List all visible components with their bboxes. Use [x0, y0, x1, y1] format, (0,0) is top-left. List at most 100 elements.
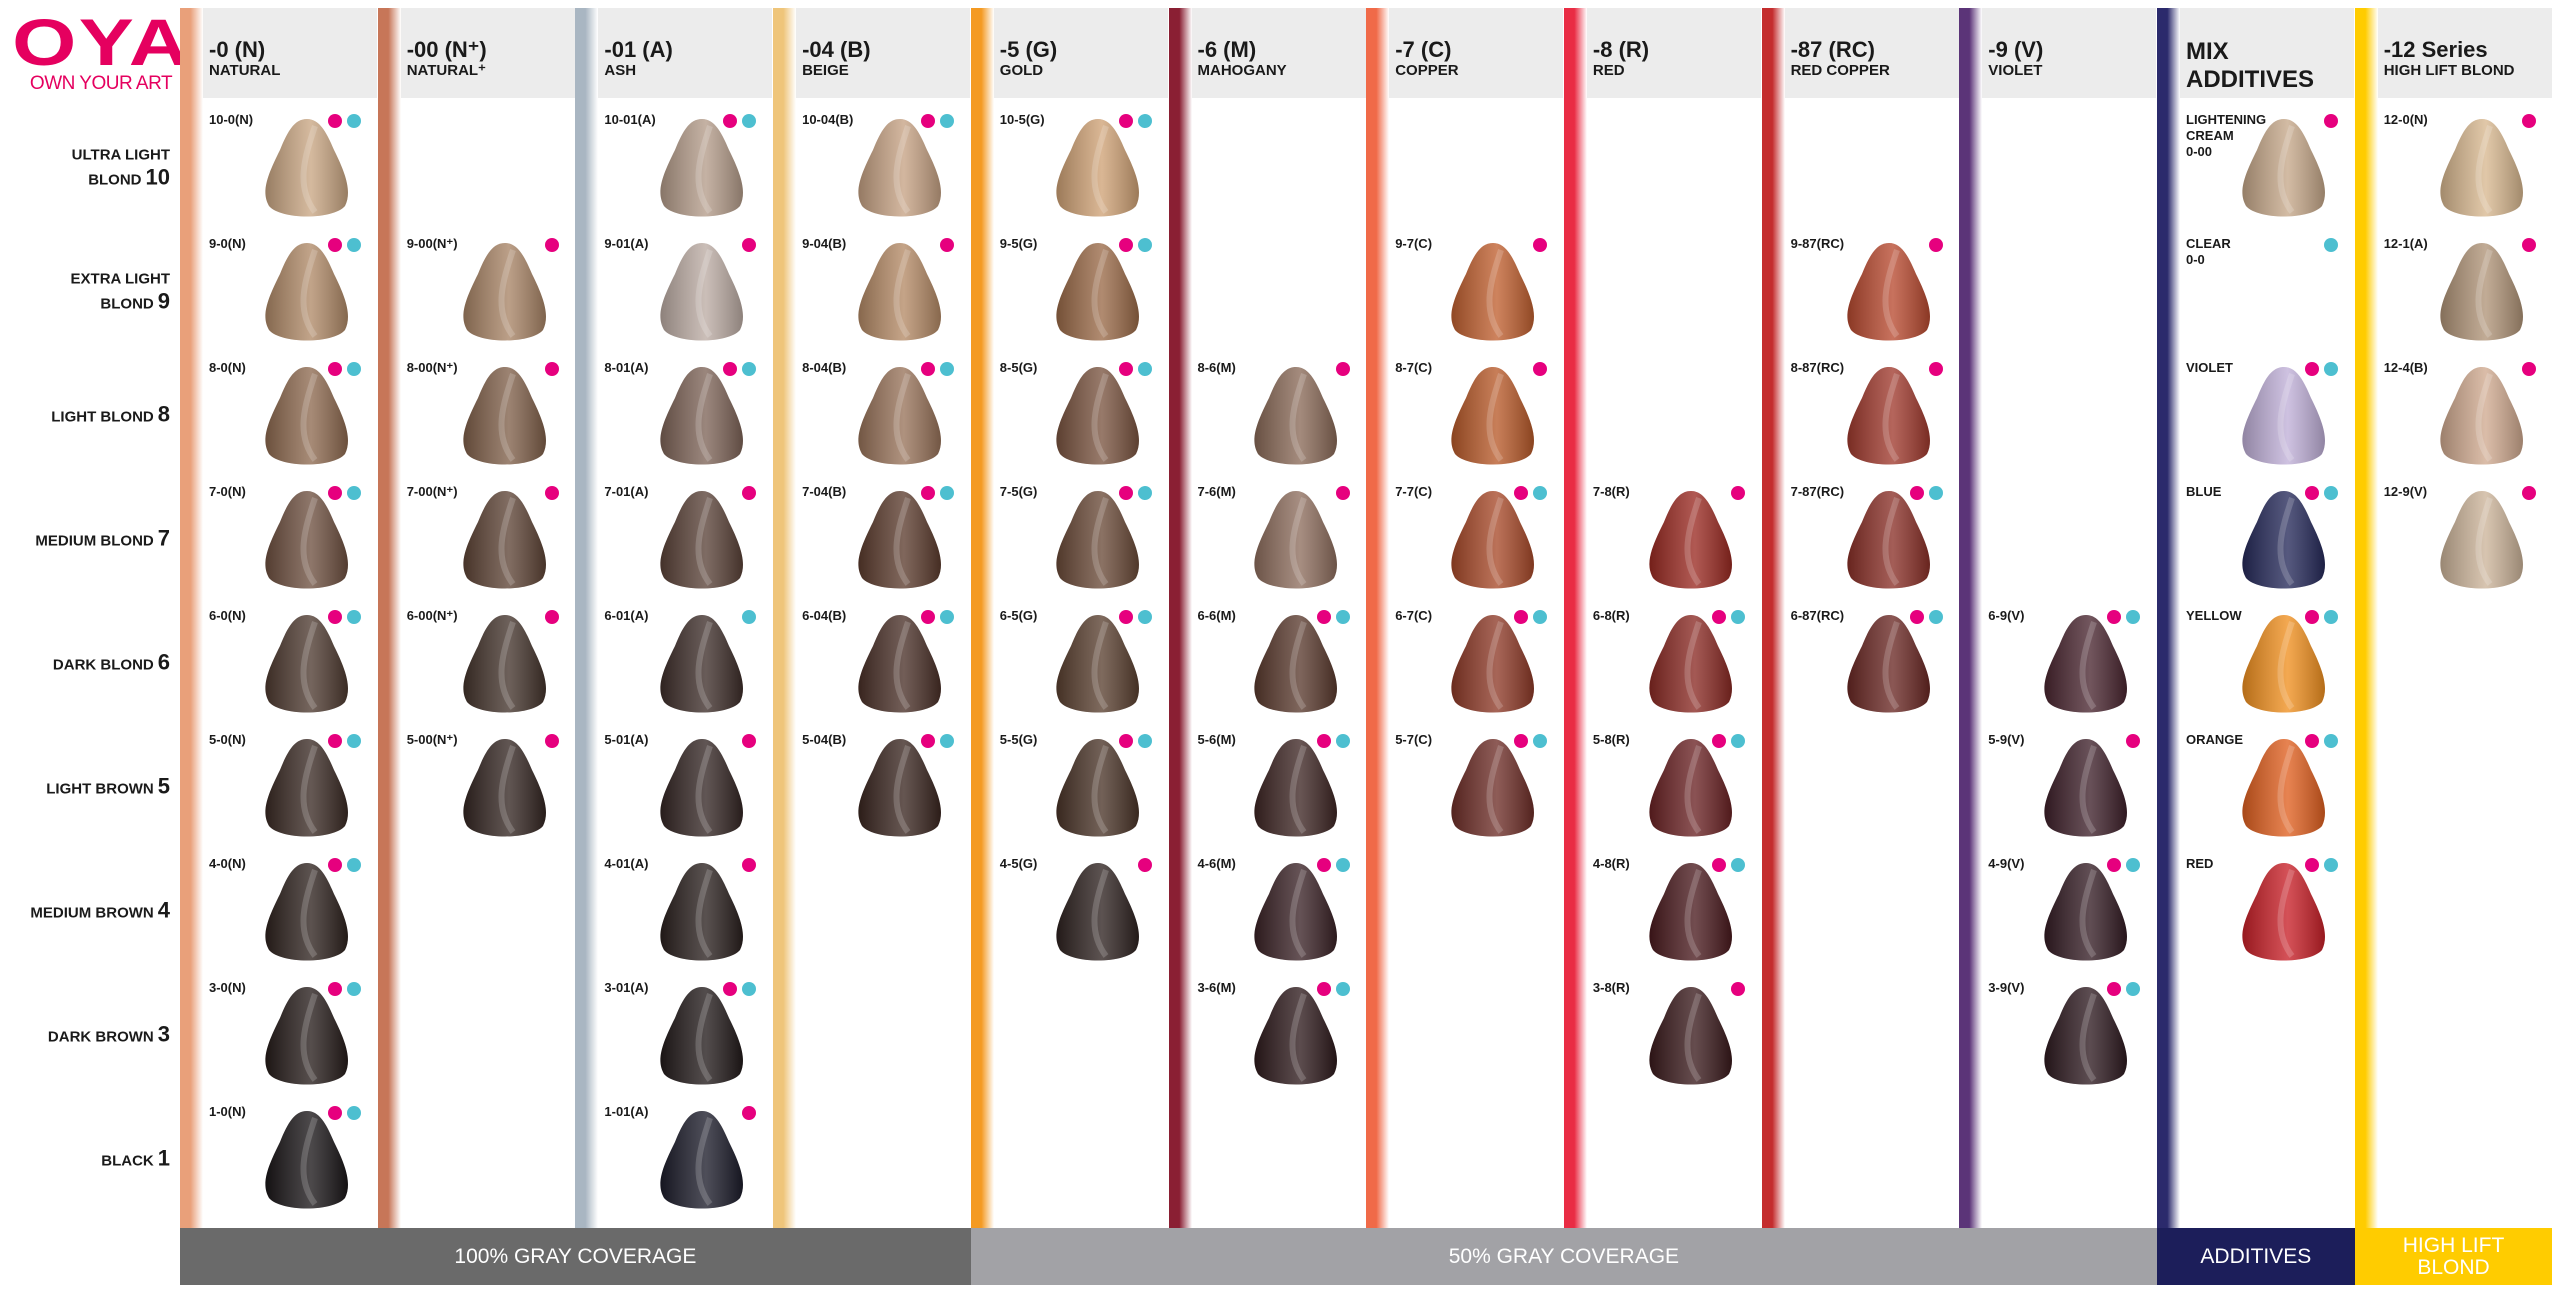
- magenta-dot-icon: [742, 858, 757, 872]
- cyan-dot-icon: [347, 114, 361, 128]
- shade-cell[interactable]: 7-6(M): [1192, 478, 1366, 602]
- shade-code: 3-6(M): [1197, 980, 1236, 995]
- shade-cell[interactable]: 9-87(RC): [1785, 230, 1959, 354]
- shade-code: 6-04(B): [802, 608, 847, 623]
- shade-cell[interactable]: LIGHTENING CREAM 0-00: [2180, 106, 2354, 230]
- shade-cell[interactable]: 6-6(M): [1192, 602, 1366, 726]
- shade-cell[interactable]: 9-5(G): [994, 230, 1168, 354]
- shade-cell[interactable]: 10-04(B): [796, 106, 970, 230]
- shade-cell[interactable]: 5-04(B): [796, 726, 970, 850]
- hair-swatch: [660, 987, 744, 1085]
- shade-cell[interactable]: 1-01(A): [598, 1098, 772, 1222]
- shade-cell[interactable]: 7-04(B): [796, 478, 970, 602]
- shade-cell[interactable]: 10-01(A): [598, 106, 772, 230]
- shade-cell[interactable]: 4-8(R): [1587, 850, 1761, 974]
- shade-cell[interactable]: 5-6(M): [1192, 726, 1366, 850]
- magenta-dot-icon: [1533, 362, 1548, 376]
- row-level-number: 5: [157, 773, 170, 799]
- shade-cell[interactable]: 3-01(A): [598, 974, 772, 1098]
- shade-cell[interactable]: 5-8(R): [1587, 726, 1761, 850]
- shade-code: 1-0(N): [209, 1104, 246, 1119]
- shade-cell[interactable]: 12-1(A): [2378, 230, 2552, 354]
- shade-cell[interactable]: 10-5(G): [994, 106, 1168, 230]
- shade-code: 7-01(A): [604, 484, 649, 499]
- shade-cell[interactable]: 6-9(V): [1982, 602, 2156, 726]
- shade-cell[interactable]: 8-6(M): [1192, 354, 1366, 478]
- shade-cell[interactable]: 5-7(C): [1389, 726, 1563, 850]
- shade-cell[interactable]: 5-5(G): [994, 726, 1168, 850]
- shade-cell[interactable]: 7-01(A): [598, 478, 772, 602]
- shade-cell[interactable]: 4-01(A): [598, 850, 772, 974]
- shade-cell[interactable]: 4-9(V): [1982, 850, 2156, 974]
- shade-cell[interactable]: YELLOW: [2180, 602, 2354, 726]
- shade-cell[interactable]: 3-0(N): [203, 974, 377, 1098]
- hair-swatch: [265, 987, 348, 1085]
- shade-cell[interactable]: 7-87(RC): [1785, 478, 1959, 602]
- shade-cell[interactable]: 6-0(N): [203, 602, 377, 726]
- shade-cell[interactable]: 9-00(N⁺): [401, 230, 575, 354]
- shade-cell[interactable]: 9-7(C): [1389, 230, 1563, 354]
- shade-cell[interactable]: 8-00(N⁺): [401, 354, 575, 478]
- shade-cell[interactable]: 3-9(V): [1982, 974, 2156, 1098]
- shade-cell[interactable]: 7-8(R): [1587, 478, 1761, 602]
- shade-cell[interactable]: 7-7(C): [1389, 478, 1563, 602]
- column-header: -5 (G) GOLD: [993, 8, 1168, 98]
- shade-code: 7-0(N): [209, 484, 246, 499]
- shade-cell[interactable]: 9-04(B): [796, 230, 970, 354]
- shade-cell[interactable]: 5-0(N): [203, 726, 377, 850]
- shade-code: YELLOW: [2186, 608, 2242, 623]
- shade-cell[interactable]: 9-0(N): [203, 230, 377, 354]
- magenta-dot-icon: [1533, 238, 1548, 252]
- shade-code: 5-8(R): [1592, 732, 1630, 747]
- hair-swatch: [265, 739, 348, 837]
- shade-cell[interactable]: 8-04(B): [796, 354, 970, 478]
- shade-cell[interactable]: 10-0(N): [203, 106, 377, 230]
- shade-cell[interactable]: ORANGE: [2180, 726, 2354, 850]
- shade-cell[interactable]: 6-04(B): [796, 602, 970, 726]
- magenta-dot-icon: [328, 114, 342, 128]
- shade-cell[interactable]: 6-87(RC): [1785, 602, 1959, 726]
- shade-cell[interactable]: 6-7(C): [1389, 602, 1563, 726]
- shade-cell[interactable]: VIOLET: [2180, 354, 2354, 478]
- shade-cell[interactable]: 8-01(A): [598, 354, 772, 478]
- cyan-dot-icon: [940, 734, 955, 748]
- column-name: HIGH LIFT BLOND: [2383, 62, 2515, 79]
- row-level-number: 8: [157, 401, 170, 427]
- shade-cell[interactable]: 8-7(C): [1389, 354, 1563, 478]
- shade-cell[interactable]: 7-0(N): [203, 478, 377, 602]
- shade-cell[interactable]: 12-4(B): [2378, 354, 2552, 478]
- shade-cell[interactable]: 4-0(N): [203, 850, 377, 974]
- shade-cell[interactable]: 5-00(N⁺): [401, 726, 575, 850]
- shade-cell[interactable]: 7-5(G): [994, 478, 1168, 602]
- hair-swatch: [2044, 863, 2128, 961]
- shade-cell[interactable]: 3-8(R): [1587, 974, 1761, 1098]
- shade-cell[interactable]: 6-00(N⁺): [401, 602, 575, 726]
- shade-cell[interactable]: 5-9(V): [1982, 726, 2156, 850]
- shade-cell[interactable]: 12-0(N): [2378, 106, 2552, 230]
- shade-cell[interactable]: 1-0(N): [203, 1098, 377, 1222]
- shade-cell[interactable]: 8-0(N): [203, 354, 377, 478]
- shade-cell[interactable]: 6-8(R): [1587, 602, 1761, 726]
- shade-cell[interactable]: 6-5(G): [994, 602, 1168, 726]
- shade-cell[interactable]: 4-6(M): [1192, 850, 1366, 974]
- row-label: EXTRA LIGHT BLOND 9: [0, 269, 170, 316]
- shade-cell[interactable]: 4-5(G): [994, 850, 1168, 974]
- shade-code: 8-04(B): [802, 360, 847, 375]
- shade-cell[interactable]: 6-01(A): [598, 602, 772, 726]
- shade-cell[interactable]: 8-5(G): [994, 354, 1168, 478]
- shade-cell[interactable]: 9-01(A): [598, 230, 772, 354]
- shade-column: -5 (G) GOLD 10-5(G) 9-5(G) 8-5(G) 7-5(G) 6-5(G…: [970, 8, 1168, 1228]
- shade-cell[interactable]: 3-6(M): [1192, 974, 1366, 1098]
- shade-code: ORANGE: [2186, 732, 2244, 747]
- shade-cell[interactable]: 7-00(N⁺): [401, 478, 575, 602]
- shade-cell[interactable]: RED: [2180, 850, 2354, 974]
- shade-cell[interactable]: CLEAR 0-0: [2180, 230, 2354, 354]
- shade-code: 6-87(RC): [1790, 608, 1845, 623]
- shade-cell[interactable]: 8-87(RC): [1785, 354, 1959, 478]
- cyan-dot-icon: [2126, 982, 2141, 996]
- shade-cell[interactable]: BLUE: [2180, 478, 2354, 602]
- shade-cell[interactable]: 5-01(A): [598, 726, 772, 850]
- cyan-dot-icon: [1730, 858, 1745, 872]
- shade-cell[interactable]: 12-9(V): [2378, 478, 2552, 602]
- hair-swatch: [2440, 243, 2523, 341]
